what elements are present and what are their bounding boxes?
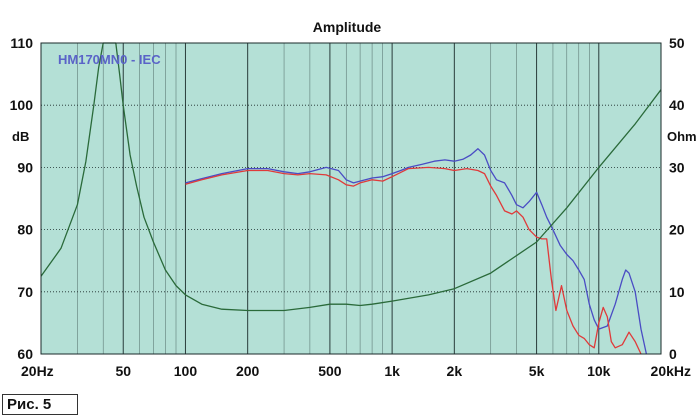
x-tick-label: 5k bbox=[529, 363, 545, 379]
blue-curve bbox=[185, 148, 648, 355]
figure-caption: Рис. 5 bbox=[2, 394, 78, 415]
y-left-tick-label: 110 bbox=[10, 35, 33, 51]
x-tick-label: 200 bbox=[236, 363, 260, 379]
grid bbox=[41, 43, 661, 354]
plot-area bbox=[41, 43, 661, 354]
x-tick-label: 10k bbox=[587, 363, 611, 379]
y-left-tick-label: 80 bbox=[17, 222, 33, 238]
right-axis-unit: Ohm bbox=[667, 129, 697, 144]
curves bbox=[40, 42, 662, 355]
red-curve bbox=[185, 166, 642, 355]
x-tick-label: 20kHz bbox=[651, 363, 691, 379]
plot-frame bbox=[40, 42, 662, 355]
y-right-tick-label: 0 bbox=[669, 346, 677, 362]
y-left-tick-label: 70 bbox=[17, 284, 33, 300]
left-axis-unit: dB bbox=[12, 129, 29, 144]
y-right-tick-label: 30 bbox=[669, 159, 685, 175]
y-right-tick-label: 10 bbox=[669, 284, 685, 300]
y-right-tick-label: 50 bbox=[669, 35, 685, 51]
legend-label: HM170MN0 - IEC bbox=[58, 52, 161, 67]
x-tick-label: 100 bbox=[174, 363, 198, 379]
y-right-tick-label: 40 bbox=[669, 97, 685, 113]
x-tick-label: 2k bbox=[447, 363, 463, 379]
chart-title: Amplitude bbox=[313, 19, 382, 35]
y-left-tick-label: 60 bbox=[17, 346, 33, 362]
x-tick-label: 50 bbox=[115, 363, 131, 379]
y-left-tick-label: 90 bbox=[17, 159, 33, 175]
green-curve bbox=[40, 42, 662, 312]
x-tick-label: 500 bbox=[318, 363, 342, 379]
y-left-tick-label: 100 bbox=[10, 97, 34, 113]
y-right-tick-label: 20 bbox=[669, 222, 685, 238]
x-tick-label: 20Hz bbox=[21, 363, 54, 379]
x-tick-label: 1k bbox=[384, 363, 400, 379]
tick-labels: 20Hz 50 100 200 500 1k 2k 5k 10k 20kHz60708090100… bbox=[10, 35, 691, 379]
